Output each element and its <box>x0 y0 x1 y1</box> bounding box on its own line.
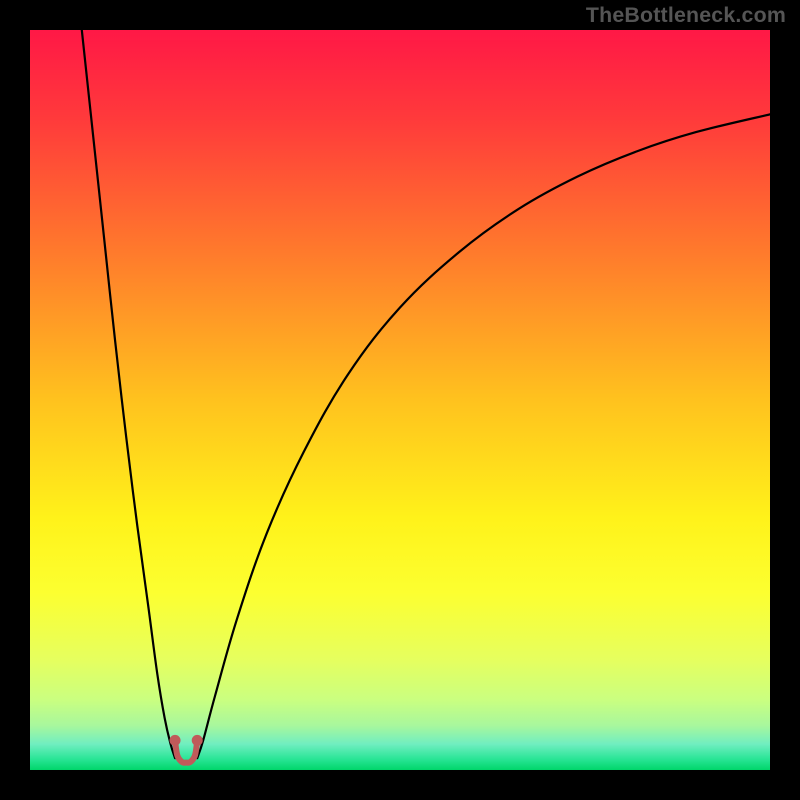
watermark-label: TheBottleneck.com <box>586 3 786 28</box>
chart-stage: TheBottleneck.com <box>0 0 800 800</box>
plot-background-gradient <box>30 30 770 770</box>
valley-dot <box>192 735 203 746</box>
valley-dot <box>170 735 181 746</box>
bottleneck-chart <box>0 0 800 800</box>
